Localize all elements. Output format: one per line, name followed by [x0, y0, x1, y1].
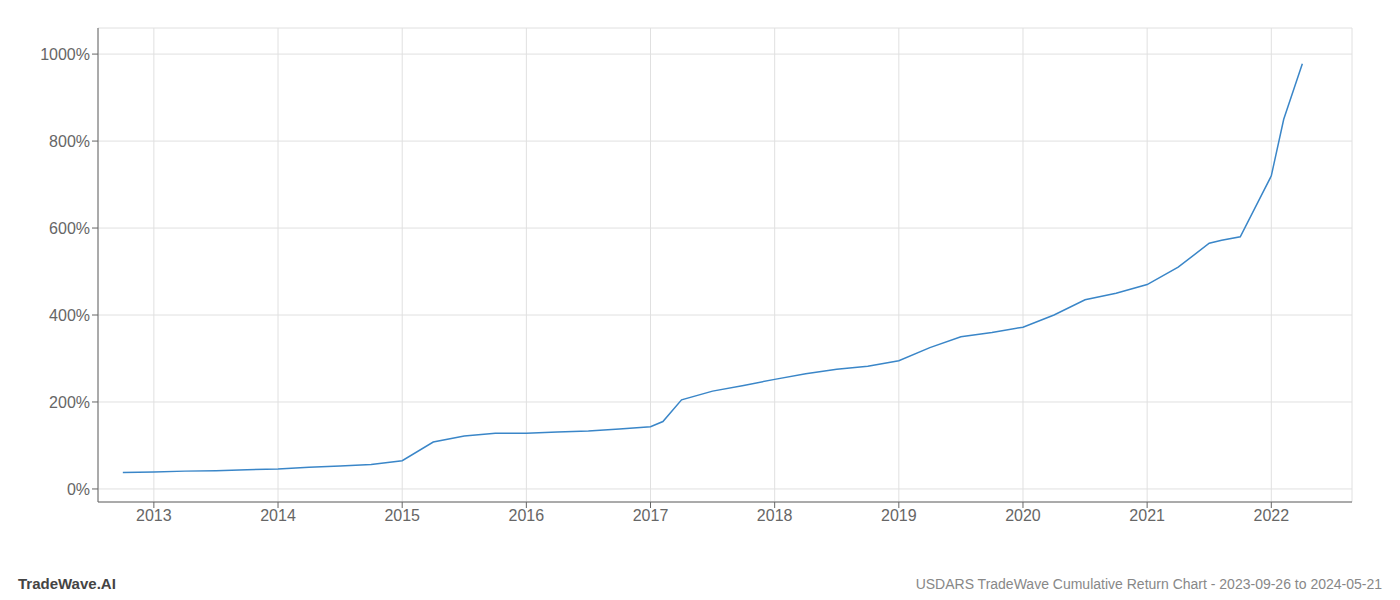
svg-text:2013: 2013	[136, 507, 172, 524]
html-text:TradeWave.AI: TradeWave.AI	[18, 575, 116, 592]
svg-text:2020: 2020	[1005, 507, 1041, 524]
svg-text:2017: 2017	[633, 507, 669, 524]
svg-text:600%: 600%	[49, 220, 90, 237]
svg-text:2018: 2018	[757, 507, 793, 524]
svg-text:2014: 2014	[260, 507, 296, 524]
svg-text:2016: 2016	[509, 507, 545, 524]
svg-text:2022: 2022	[1254, 507, 1290, 524]
svg-text:200%: 200%	[49, 394, 90, 411]
svg-text:2015: 2015	[384, 507, 420, 524]
html-text:USDARS TradeWave Cumulative Re: USDARS TradeWave Cumulative Return Chart…	[915, 576, 1382, 592]
svg-text:2021: 2021	[1129, 507, 1165, 524]
svg-text:800%: 800%	[49, 133, 90, 150]
svg-text:0%: 0%	[67, 481, 90, 498]
svg-text:2019: 2019	[881, 507, 917, 524]
svg-text:400%: 400%	[49, 307, 90, 324]
svg-text:1000%: 1000%	[40, 46, 90, 63]
